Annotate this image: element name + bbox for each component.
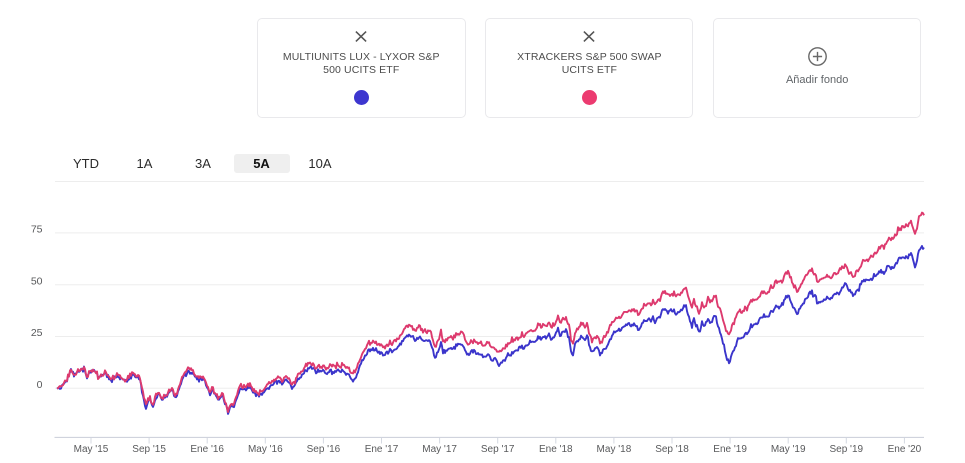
- svg-text:25: 25: [31, 327, 43, 339]
- svg-text:Sep '15: Sep '15: [132, 444, 166, 455]
- svg-text:May '15: May '15: [74, 444, 109, 455]
- svg-text:Sep '16: Sep '16: [307, 444, 341, 455]
- svg-text:Sep '18: Sep '18: [655, 444, 689, 455]
- svg-text:Ene '18: Ene '18: [539, 444, 573, 455]
- svg-text:50: 50: [31, 275, 43, 287]
- svg-text:May '19: May '19: [771, 444, 806, 455]
- svg-text:Ene '19: Ene '19: [713, 444, 747, 455]
- svg-text:75: 75: [31, 224, 43, 236]
- svg-text:Sep '17: Sep '17: [481, 444, 515, 455]
- svg-text:0: 0: [37, 379, 43, 391]
- svg-text:Ene '20: Ene '20: [888, 444, 922, 455]
- svg-text:May '17: May '17: [422, 444, 457, 455]
- svg-text:May '16: May '16: [248, 444, 283, 455]
- svg-text:Ene '16: Ene '16: [190, 444, 224, 455]
- svg-text:Sep '19: Sep '19: [829, 444, 863, 455]
- svg-text:May '18: May '18: [597, 444, 632, 455]
- svg-text:Ene '17: Ene '17: [365, 444, 399, 455]
